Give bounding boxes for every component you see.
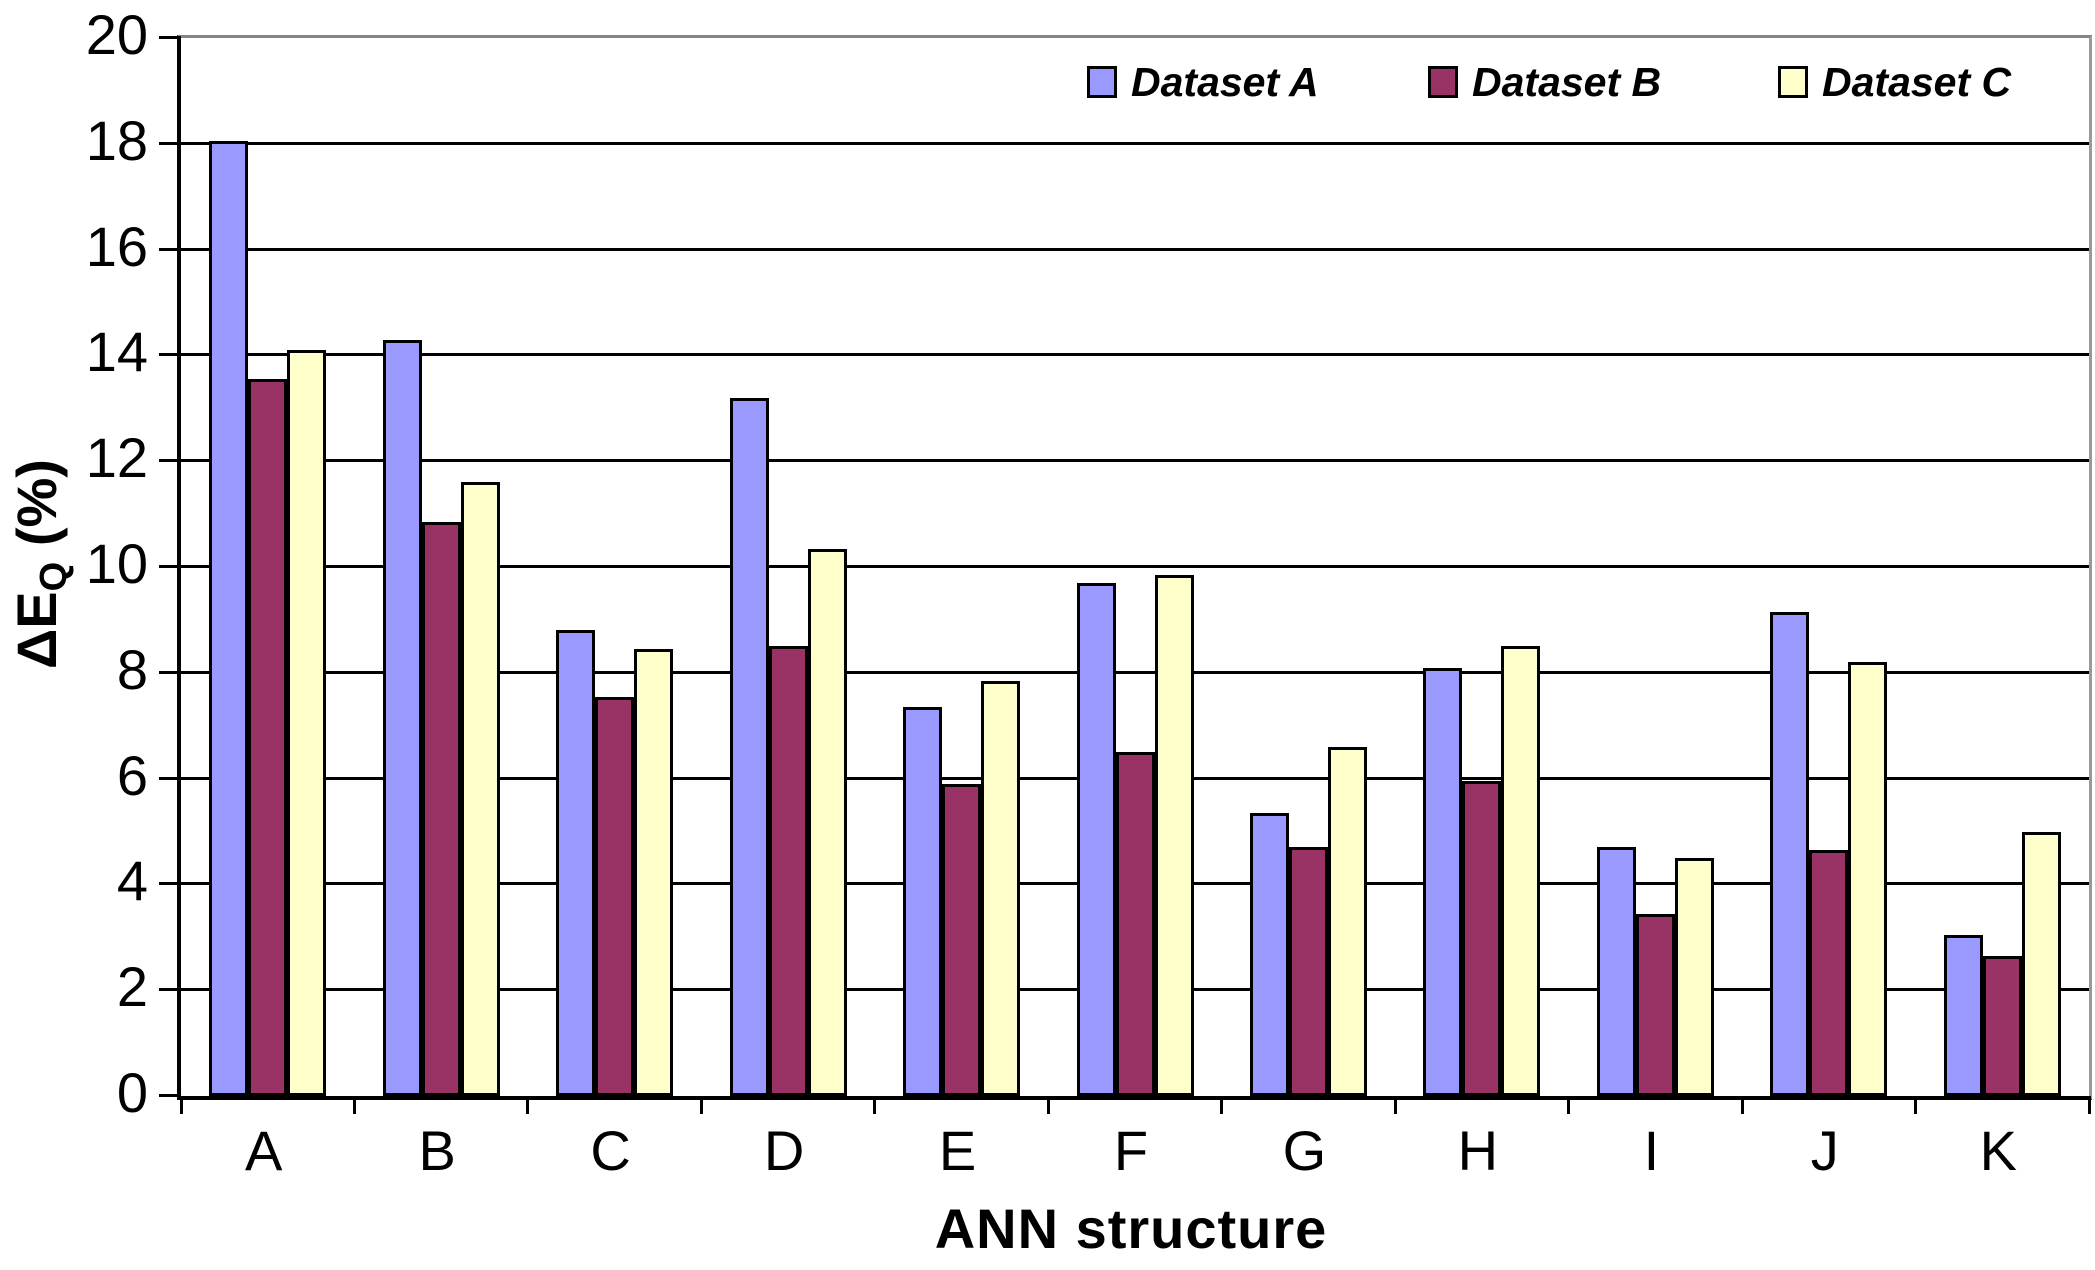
x-category-label-H: H — [1457, 1119, 1499, 1182]
bar-I-dataset-b — [1635, 913, 1675, 1096]
x-category-label-A: A — [245, 1119, 283, 1182]
y-tick-label-14: 14 — [85, 320, 148, 384]
y-tick-label-6: 6 — [116, 743, 148, 807]
y-axis-tick — [159, 776, 181, 780]
y-tick-label-2: 2 — [116, 955, 148, 1019]
bar-B-dataset-c — [460, 482, 500, 1096]
x-axis-tick — [1046, 1096, 1050, 1114]
bar-C-dataset-a — [556, 630, 596, 1096]
y-tick-label-16: 16 — [85, 214, 148, 278]
x-axis-tick — [699, 1096, 703, 1114]
legend-item-dataset-b: Dataset B — [1428, 56, 1661, 108]
gridline-y-16 — [181, 247, 2089, 251]
bar-B-dataset-b — [421, 522, 461, 1096]
bar-H-dataset-a — [1423, 667, 1463, 1096]
x-axis-tick — [179, 1096, 183, 1114]
y-axis-tick — [159, 670, 181, 674]
y-axis-tick — [159, 882, 181, 886]
x-axis-tick — [1914, 1096, 1918, 1114]
x-category-label-B: B — [418, 1119, 456, 1182]
y-axis-tick — [159, 353, 181, 357]
bar-H-dataset-c — [1501, 646, 1541, 1096]
x-axis-title: ANN structure — [934, 1197, 1328, 1260]
x-axis-tick — [1567, 1096, 1571, 1114]
x-category-label-F: F — [1113, 1119, 1149, 1182]
bar-E-dataset-b — [942, 783, 982, 1096]
gridline-y-14 — [181, 353, 2089, 357]
x-axis-tick — [352, 1096, 356, 1114]
bar-D-dataset-c — [807, 548, 847, 1096]
legend-item-dataset-c: Dataset C — [1778, 56, 2011, 108]
bar-D-dataset-a — [729, 397, 769, 1096]
y-tick-label-18: 18 — [85, 108, 148, 172]
y-axis-tick — [159, 141, 181, 145]
bar-C-dataset-c — [634, 649, 674, 1096]
x-category-label-I: I — [1643, 1119, 1660, 1182]
bar-A-dataset-b — [248, 379, 288, 1096]
bar-E-dataset-a — [903, 707, 943, 1096]
bar-F-dataset-c — [1154, 574, 1194, 1096]
bar-C-dataset-b — [595, 696, 635, 1096]
bar-H-dataset-b — [1462, 781, 1502, 1096]
bar-G-dataset-b — [1288, 847, 1328, 1096]
bar-E-dataset-c — [981, 680, 1021, 1096]
x-axis-tick — [1393, 1096, 1397, 1114]
gridline-y-18 — [181, 141, 2089, 145]
y-tick-label-20: 20 — [85, 3, 148, 66]
y-axis-tick — [159, 459, 181, 463]
legend-item-dataset-a: Dataset A — [1087, 56, 1319, 108]
x-category-label-G: G — [1282, 1119, 1327, 1182]
gridline-y-12 — [181, 459, 2089, 463]
bar-G-dataset-c — [1327, 746, 1367, 1096]
x-axis-tick — [873, 1096, 877, 1114]
bar-K-dataset-a — [1943, 934, 1983, 1096]
legend-swatch-icon — [1428, 66, 1458, 98]
y-tick-label-12: 12 — [85, 426, 148, 490]
x-axis-tick — [1740, 1096, 1744, 1114]
legend-swatch-icon — [1778, 66, 1808, 98]
y-axis-tick — [159, 247, 181, 251]
y-tick-label-0: 0 — [116, 1061, 148, 1124]
bar-J-dataset-a — [1770, 611, 1810, 1096]
x-category-label-J: J — [1810, 1119, 1839, 1182]
x-category-label-C: C — [590, 1119, 631, 1182]
bar-J-dataset-c — [1848, 662, 1888, 1096]
bar-D-dataset-b — [768, 646, 808, 1096]
y-axis-tick — [159, 565, 181, 568]
bar-K-dataset-c — [2021, 831, 2061, 1096]
x-category-label-E: E — [938, 1119, 977, 1182]
bar-B-dataset-a — [382, 339, 422, 1096]
bar-J-dataset-b — [1809, 850, 1849, 1096]
bar-F-dataset-a — [1076, 582, 1116, 1096]
gridline-y-8 — [181, 670, 2089, 674]
bar-A-dataset-c — [287, 350, 327, 1096]
x-category-label-D: D — [763, 1119, 805, 1182]
legend-label: Dataset B — [1472, 58, 1662, 105]
legend-swatch-icon — [1087, 66, 1117, 98]
y-axis-tick-labels: 0 2 4 6 8 10 12 14 16 18 20 — [8, 3, 148, 1124]
x-category-label-K: K — [1979, 1119, 2017, 1182]
bar-F-dataset-b — [1115, 752, 1155, 1096]
y-tick-label-10: 10 — [85, 532, 148, 595]
y-axis-tick — [159, 1094, 181, 1097]
y-axis-tick — [159, 988, 181, 992]
y-axis-tick — [159, 36, 181, 39]
legend-label: Dataset A — [1131, 58, 1319, 105]
gridline-y-10 — [181, 565, 2089, 568]
bar-A-dataset-a — [209, 141, 249, 1096]
legend-label: Dataset C — [1822, 58, 2012, 105]
x-axis-tick — [1220, 1096, 1224, 1114]
y-tick-label-4: 4 — [116, 849, 148, 913]
plot-area — [159, 35, 2092, 1114]
x-axis-tick — [2087, 1096, 2091, 1114]
y-tick-label-8: 8 — [116, 637, 148, 701]
bar-K-dataset-b — [1982, 955, 2022, 1096]
bar-I-dataset-a — [1596, 847, 1636, 1096]
bar-G-dataset-a — [1249, 813, 1289, 1096]
x-axis-tick — [526, 1096, 530, 1114]
bar-I-dataset-c — [1674, 857, 1714, 1096]
